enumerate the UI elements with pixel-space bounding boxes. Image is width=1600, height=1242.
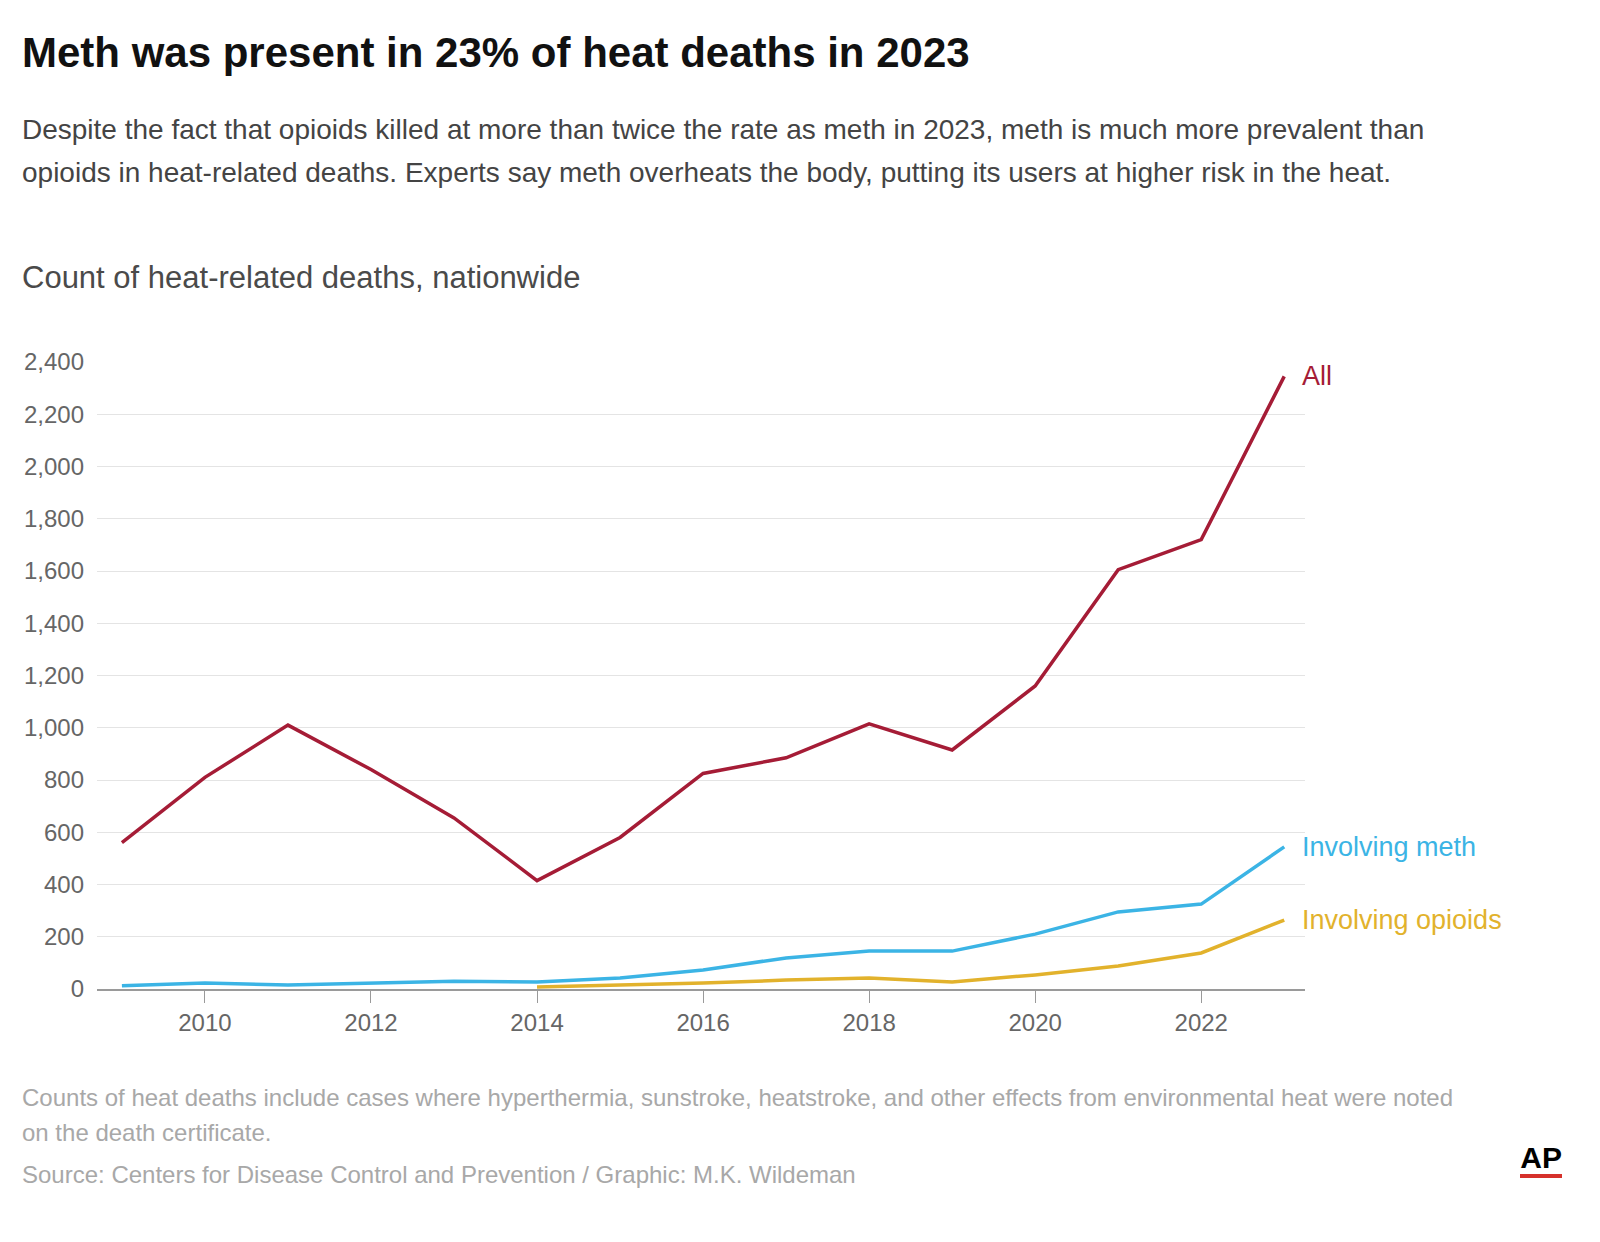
svg-text:200: 200	[44, 923, 84, 950]
svg-text:2020: 2020	[1008, 1009, 1061, 1036]
svg-text:2012: 2012	[344, 1009, 397, 1036]
svg-text:1,800: 1,800	[24, 505, 84, 532]
svg-text:Involving opioids: Involving opioids	[1302, 905, 1502, 935]
html-text:Despite the fact that opioids: Despite the fact that opioids killed at …	[22, 114, 1425, 188]
svg-text:800: 800	[44, 766, 84, 793]
html-text:Meth was present in 23% of hea: Meth was present in 23% of heat deaths i…	[22, 29, 970, 76]
svg-text:1,000: 1,000	[24, 714, 84, 741]
html-text:Source: Centers for Disease Co: Source: Centers for Disease Control and …	[22, 1161, 856, 1188]
svg-text:2022: 2022	[1175, 1009, 1228, 1036]
svg-text:All: All	[1302, 361, 1332, 391]
svg-text:2014: 2014	[510, 1009, 563, 1036]
svg-text:400: 400	[44, 871, 84, 898]
svg-text:2010: 2010	[178, 1009, 231, 1036]
svg-text:2018: 2018	[842, 1009, 895, 1036]
svg-text:600: 600	[44, 819, 84, 846]
svg-text:2,400: 2,400	[24, 348, 84, 375]
svg-text:Involving meth: Involving meth	[1302, 832, 1476, 862]
svg-text:1,600: 1,600	[24, 557, 84, 584]
svg-text:0: 0	[71, 975, 84, 1002]
html-text:AP: AP	[1520, 1141, 1562, 1174]
svg-text:2016: 2016	[676, 1009, 729, 1036]
svg-text:2,000: 2,000	[24, 453, 84, 480]
html-text:Count of heat-related deaths,: Count of heat-related deaths, nationwide	[22, 260, 581, 295]
svg-text:2,200: 2,200	[24, 401, 84, 428]
html-text:Counts of heat deaths include: Counts of heat deaths include cases wher…	[22, 1084, 1453, 1146]
svg-text:1,200: 1,200	[24, 662, 84, 689]
svg-text:1,400: 1,400	[24, 610, 84, 637]
